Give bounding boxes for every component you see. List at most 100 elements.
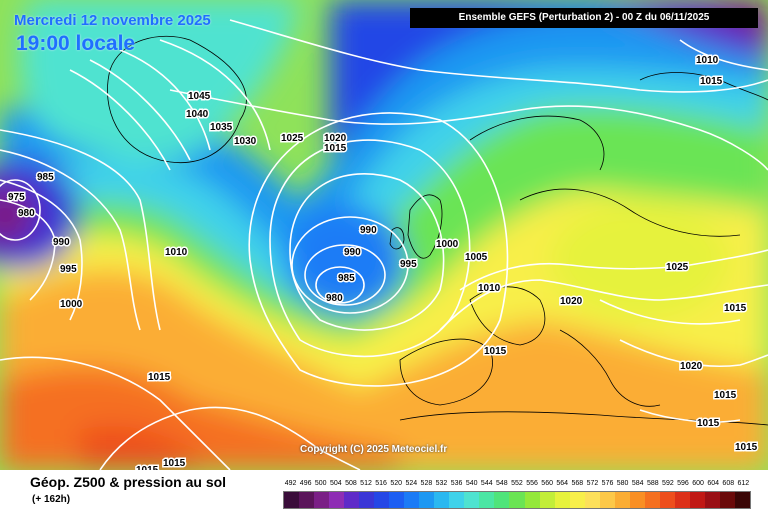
scale-value-label: 516 [375, 480, 387, 487]
isobar-label: 1015 [714, 390, 737, 401]
scale-color-swatch [314, 492, 330, 508]
geopotential-shading [0, 0, 768, 470]
color-scale: 492 496 500 504 508 512 516 520 524 528 532 536 540 5… [283, 480, 751, 509]
scale-color-swatch [734, 492, 750, 508]
scale-value-label: 600 [692, 480, 704, 487]
scale-color-swatch [464, 492, 480, 508]
isobar-label: 1040 [186, 109, 209, 120]
scale-value-label: 568 [571, 480, 584, 487]
copyright-notice: Copyright (C) 2025 Meteociel.fr [300, 444, 448, 455]
scale-color-swatch [494, 492, 510, 508]
scale-color-swatch [329, 492, 345, 508]
scale-color-swatch [389, 492, 405, 508]
scale-color-swatch [554, 492, 570, 508]
scale-value-label: 576 [601, 480, 614, 487]
map-canvas: 975 980 985 990 995 1000 1010 1015 1045 … [0, 0, 768, 470]
isobar-label: 995 [400, 259, 417, 270]
legend-bar: Géop. Z500 & pression au sol (+ 162h) 49… [0, 470, 768, 512]
scale-value-label: 604 [707, 480, 720, 487]
scale-color-swatch [419, 492, 435, 508]
isobar-label: 1020 [560, 296, 583, 307]
isobar-label: 985 [37, 172, 54, 183]
isobar-label: 1010 [165, 247, 188, 258]
scale-value-label: 608 [722, 480, 735, 487]
scale-color-swatch [599, 492, 615, 508]
scale-value-label: 536 [450, 480, 463, 487]
scale-value-label: 564 [556, 480, 569, 487]
scale-value-label: 588 [646, 480, 659, 487]
scale-color-swatch [479, 492, 495, 508]
scale-value-label: 544 [480, 480, 493, 487]
isobar-label: 990 [53, 237, 70, 248]
forecast-time: 19:00 locale [16, 32, 136, 55]
scale-color-swatch [509, 492, 525, 508]
scale-value-label: 520 [390, 480, 403, 487]
isobar-label: 1045 [188, 91, 211, 102]
scale-color-swatch [284, 492, 300, 508]
legend-title: Géop. Z500 & pression au sol [30, 474, 227, 490]
scale-color-swatch [584, 492, 600, 508]
forecast-date: Mercredi 12 novembre 2025 [14, 12, 211, 29]
color-scale-labels: 492 496 500 504 508 512 516 520 524 528 532 536 540 5… [283, 480, 751, 489]
scale-value-label: 500 [314, 480, 327, 487]
isobar-label: 1030 [234, 136, 257, 147]
isobar-label: 1015 [136, 465, 159, 470]
scale-color-swatch [374, 492, 390, 508]
isobar-label: 980 [326, 293, 343, 304]
scale-value-label: 504 [329, 480, 342, 487]
scale-value-label: 524 [405, 480, 418, 487]
scale-color-swatch [299, 492, 315, 508]
isobar-label: 980 [18, 208, 35, 219]
scale-value-label: 580 [616, 480, 629, 487]
isobars [0, 19, 768, 470]
scale-value-label: 596 [677, 480, 689, 487]
scale-color-swatch [674, 492, 690, 508]
scale-value-label: 548 [496, 480, 508, 487]
scale-value-label: 492 [284, 480, 297, 487]
isobar-label: 1015 [324, 143, 347, 154]
scale-value-label: 540 [465, 480, 478, 487]
isobar-label: 1015 [148, 372, 171, 383]
isobar-label: 1025 [666, 262, 689, 273]
isobar-label: 1000 [60, 299, 83, 310]
scale-color-swatch [644, 492, 660, 508]
isobar-label: 1015 [700, 76, 723, 87]
legend-subtitle: (+ 162h) [32, 494, 71, 505]
weather-map: 975 980 985 990 995 1000 1010 1015 1045 … [0, 0, 768, 470]
isobar-label: 1000 [436, 239, 459, 250]
scale-color-swatch [344, 492, 360, 508]
scale-color-swatch [614, 492, 630, 508]
scale-value-label: 612 [737, 480, 750, 487]
isobar-label: 1020 [680, 361, 703, 372]
isobar-label: 1015 [484, 346, 507, 357]
model-run-banner: Ensemble GEFS (Perturbation 2) - 00 Z du… [410, 8, 758, 28]
isobar-label: 1015 [163, 458, 186, 469]
isobar-label: 995 [60, 264, 77, 275]
isobar-label: 1010 [478, 283, 501, 294]
isobar-label: 1025 [281, 133, 304, 144]
isobar-label: 1015 [697, 418, 720, 429]
isobar-label: 990 [360, 225, 377, 236]
scale-value-label: 556 [526, 480, 538, 487]
isobar-label: 990 [344, 247, 361, 258]
scale-value-label: 560 [541, 480, 553, 487]
isobar-label: 985 [338, 273, 355, 284]
isobar-label: 1010 [696, 55, 719, 66]
scale-value-label: 528 [420, 480, 433, 487]
scale-value-label: 592 [662, 480, 674, 487]
scale-color-swatch [719, 492, 735, 508]
scale-color-swatch [659, 492, 675, 508]
isobar-label: 1005 [465, 252, 488, 263]
isobar-label: 1035 [210, 122, 233, 133]
scale-color-swatch [539, 492, 555, 508]
scale-value-label: 584 [631, 480, 644, 487]
scale-color-swatch [524, 492, 540, 508]
isobar-label: 975 [8, 192, 25, 203]
scale-value-label: 552 [511, 480, 523, 487]
color-scale-bar [283, 491, 751, 509]
isobar-label: 1020 [324, 133, 347, 144]
scale-value-label: 532 [435, 480, 448, 487]
scale-value-label: 496 [299, 480, 312, 487]
scale-value-label: 508 [345, 480, 357, 487]
scale-color-swatch [569, 492, 585, 508]
